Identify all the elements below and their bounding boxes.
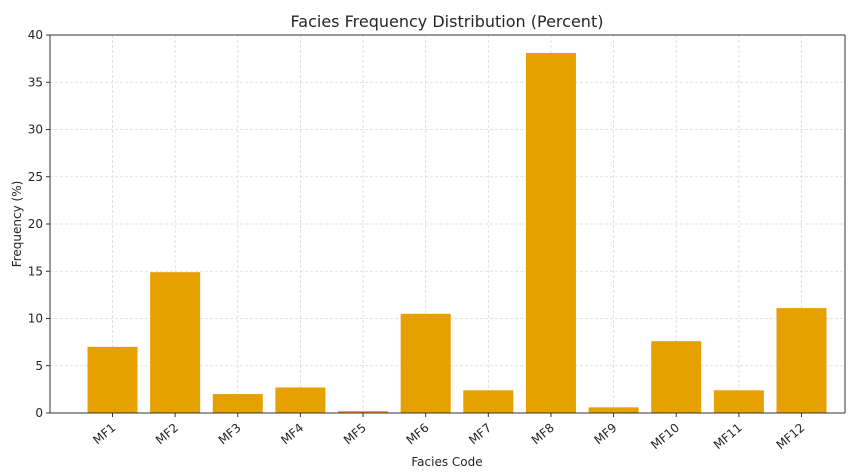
bar-mf5 (338, 411, 389, 413)
y-tick-label: 40 (28, 28, 43, 42)
x-tick-label: MF9 (591, 421, 619, 448)
x-tick-label: MF11 (711, 421, 745, 453)
bar-mf4 (275, 387, 326, 413)
y-tick-label: 10 (28, 312, 43, 326)
bar-mf8 (525, 52, 576, 414)
bar-mf10 (651, 341, 702, 413)
x-tick-label: MF10 (648, 421, 682, 453)
y-tick-label: 25 (28, 170, 43, 184)
chart-title: Facies Frequency Distribution (Percent) (291, 12, 604, 31)
x-tick-label: MF5 (341, 421, 369, 448)
x-tick-label: MF12 (774, 421, 808, 453)
y-tick-label: 15 (28, 264, 43, 278)
x-tick-label: MF2 (153, 421, 181, 448)
axes (49, 34, 846, 414)
y-axis-ticks: 0 5 10 15 20 25 30 35 40 (28, 28, 50, 420)
bar-mf6 (400, 313, 451, 413)
bar-mf2 (150, 272, 201, 413)
y-tick-label: 20 (28, 217, 43, 231)
bar-mf9 (588, 407, 639, 413)
x-tick-label: MF6 (404, 421, 432, 448)
x-tick-label: MF1 (90, 421, 118, 448)
x-tick-label: MF4 (278, 421, 306, 448)
y-tick-label: 5 (35, 359, 43, 373)
bar-mf7 (463, 390, 514, 413)
y-tick-label: 0 (35, 406, 43, 420)
bar-mf1 (87, 346, 138, 413)
bar-mf12 (776, 308, 827, 413)
x-tick-label: MF3 (216, 421, 244, 448)
y-axis-label: Frequency (%) (10, 181, 24, 268)
x-axis-ticks: MF1 MF2 MF3 MF4 MF5 MF6 MF7 MF8 MF9 MF10 MF11 MF12 (90, 413, 807, 452)
bar-mf11 (713, 390, 764, 413)
x-tick-label: MF8 (529, 421, 557, 448)
x-tick-label: MF7 (466, 421, 494, 448)
x-axis-label: Facies Code (411, 455, 482, 468)
y-tick-label: 35 (28, 75, 43, 89)
y-tick-label: 30 (28, 123, 43, 137)
bars (87, 52, 827, 414)
bar-mf3 (212, 394, 263, 413)
